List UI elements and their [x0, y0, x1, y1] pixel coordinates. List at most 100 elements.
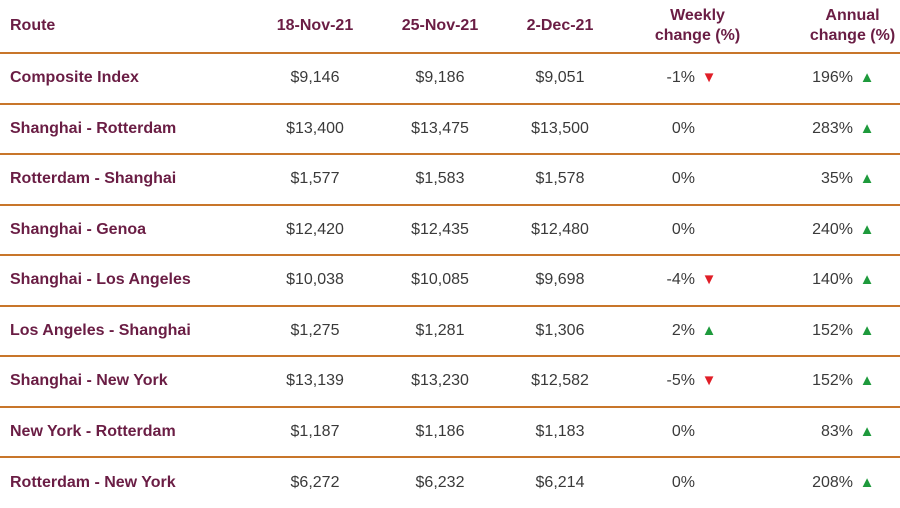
annual-change-value: 152%: [812, 372, 853, 390]
weekly-change: -5% ▼: [620, 356, 755, 408]
triangle-up-icon: ▲: [859, 69, 875, 87]
weekly-change-value: 0%: [671, 170, 695, 188]
weekly-change: 0%▲: [620, 457, 755, 508]
header-weekly-change: Weekly change (%): [620, 0, 755, 54]
triangle-up-icon: ▲: [859, 170, 875, 188]
triangle-down-icon: ▼: [701, 69, 717, 87]
rate-date-1: $10,038: [250, 255, 380, 307]
route-name: Rotterdam - Shanghai: [0, 154, 250, 206]
route-name: Shanghai - New York: [0, 356, 250, 408]
header-annual-change: Annual change (%): [755, 0, 900, 54]
rate-date-3: $9,051: [500, 53, 620, 105]
header-weekly-line2: change (%): [654, 27, 741, 44]
weekly-change: 2% ▲: [620, 305, 755, 357]
header-date-2: 25-Nov-21: [380, 0, 500, 54]
header-row: Route 18-Nov-21 25-Nov-21 2-Dec-21 Weekl…: [0, 0, 900, 54]
weekly-change-value: -4%: [666, 271, 695, 289]
rate-date-1: $13,139: [250, 356, 380, 408]
weekly-change-value: 0%: [671, 119, 695, 137]
header-date-3: 2-Dec-21: [500, 0, 620, 54]
annual-change-value: 196%: [812, 69, 853, 87]
triangle-down-icon: ▼: [701, 271, 717, 289]
weekly-change: 0%▲: [620, 154, 755, 206]
weekly-change-value: -1%: [666, 69, 695, 87]
triangle-up-icon: ▲: [859, 220, 875, 238]
triangle-down-icon: ▼: [701, 372, 717, 390]
triangle-up-icon: ▲: [859, 271, 875, 289]
rate-date-1: $6,272: [290, 473, 340, 491]
annual-change-value: 283%: [812, 119, 853, 137]
annual-change: 152% ▲: [755, 305, 900, 357]
header-date-1: 18-Nov-21: [250, 0, 380, 54]
table-row: Shanghai - Los Angeles $10,038 $10,085 $9,6…: [0, 255, 900, 307]
weekly-change-value: 0%: [671, 220, 695, 238]
rate-date-3: $1,578: [500, 154, 620, 206]
route-name: Shanghai - Los Angeles: [0, 255, 250, 307]
triangle-up-icon: ▲: [859, 372, 875, 390]
rate-date-1: $1,577: [250, 154, 380, 206]
annual-change-value: 152%: [812, 321, 853, 339]
rate-date-1: $1,187: [250, 406, 380, 458]
annual-change: 196% ▲: [755, 53, 900, 105]
annual-change: 283% ▲: [755, 103, 900, 155]
table-row: Shanghai - New York $13,139 $13,230 $12,582…: [0, 356, 900, 408]
rate-date-2: $6,232: [415, 473, 465, 491]
annual-change-value: 240%: [812, 220, 853, 238]
weekly-change: -4% ▼: [620, 255, 755, 307]
rate-date-2: $13,230: [380, 356, 500, 408]
rate-date-2: $10,085: [380, 255, 500, 307]
route-name: Composite Index: [0, 53, 250, 105]
rate-date-3: $12,480: [500, 204, 620, 256]
route-name: Rotterdam - New York: [10, 473, 176, 491]
annual-change: 83% ▲: [755, 406, 900, 458]
weekly-change-value: 0%: [671, 422, 695, 440]
annual-change: 152% ▲: [755, 356, 900, 408]
table-row: Shanghai - Rotterdam $13,400 $13,475 $13,50…: [0, 103, 900, 155]
header-annual-line1: Annual: [825, 7, 880, 24]
table-row: Shanghai - Genoa$12,420$12,435$12,4800%▲…: [0, 204, 900, 256]
annual-change-value: 35%: [820, 170, 853, 188]
triangle-up-icon: ▲: [859, 119, 875, 137]
annual-change-value: 208%: [812, 473, 853, 491]
header-annual-line2: change (%): [809, 27, 896, 44]
rate-date-2: $9,186: [380, 53, 500, 105]
rate-date-3: $9,698: [500, 255, 620, 307]
rate-date-2: $13,475: [380, 103, 500, 155]
rate-date-1: $1,275: [250, 305, 380, 357]
annual-change-value: 140%: [812, 271, 853, 289]
weekly-change-value: -5%: [666, 372, 695, 390]
rate-date-3: $1,183: [500, 406, 620, 458]
rate-date-1: $12,420: [250, 204, 380, 256]
weekly-change: 0%▲: [620, 204, 755, 256]
rate-date-2: $1,583: [380, 154, 500, 206]
rate-date-3: $6,214: [535, 473, 585, 491]
header-weekly-line1: Weekly: [670, 7, 725, 24]
annual-change: 140% ▲: [755, 255, 900, 307]
annual-change: 208% ▲: [755, 457, 900, 508]
table-body: Composite Index $9,146 $9,186 $9,051 -1% ▼ 196…: [0, 53, 900, 508]
rate-date-3: $13,500: [500, 103, 620, 155]
table-row: Rotterdam - New York $6,272 $6,232 $6,214 0%…: [0, 457, 900, 508]
annual-change: 240% ▲: [755, 204, 900, 256]
weekly-change-value: 0%: [671, 473, 695, 491]
rate-date-2: $1,281: [380, 305, 500, 357]
rate-date-2: $1,186: [380, 406, 500, 458]
route-name: Shanghai - Rotterdam: [0, 103, 250, 155]
rate-date-3: $12,582: [500, 356, 620, 408]
route-name: Shanghai - Genoa: [0, 204, 250, 256]
weekly-change: -1% ▼: [620, 53, 755, 105]
triangle-up-icon: ▲: [859, 422, 875, 440]
triangle-up-icon: ▲: [859, 473, 875, 491]
table-row: Composite Index $9,146 $9,186 $9,051 -1% ▼ 196…: [0, 53, 900, 105]
annual-change-value: 83%: [820, 422, 853, 440]
rate-date-3: $1,306: [500, 305, 620, 357]
table-row: New York - Rotterdam $1,187 $1,186 $1,183 0%…: [0, 406, 900, 458]
table-row: Los Angeles - Shanghai $1,275 $1,281 $1,306…: [0, 305, 900, 357]
triangle-up-icon: ▲: [859, 321, 875, 339]
rate-date-1: $13,400: [250, 103, 380, 155]
weekly-change: 0%▲: [620, 103, 755, 155]
route-name: New York - Rotterdam: [0, 406, 250, 458]
weekly-change: 0%▲: [620, 406, 755, 458]
header-route: Route: [0, 0, 250, 54]
